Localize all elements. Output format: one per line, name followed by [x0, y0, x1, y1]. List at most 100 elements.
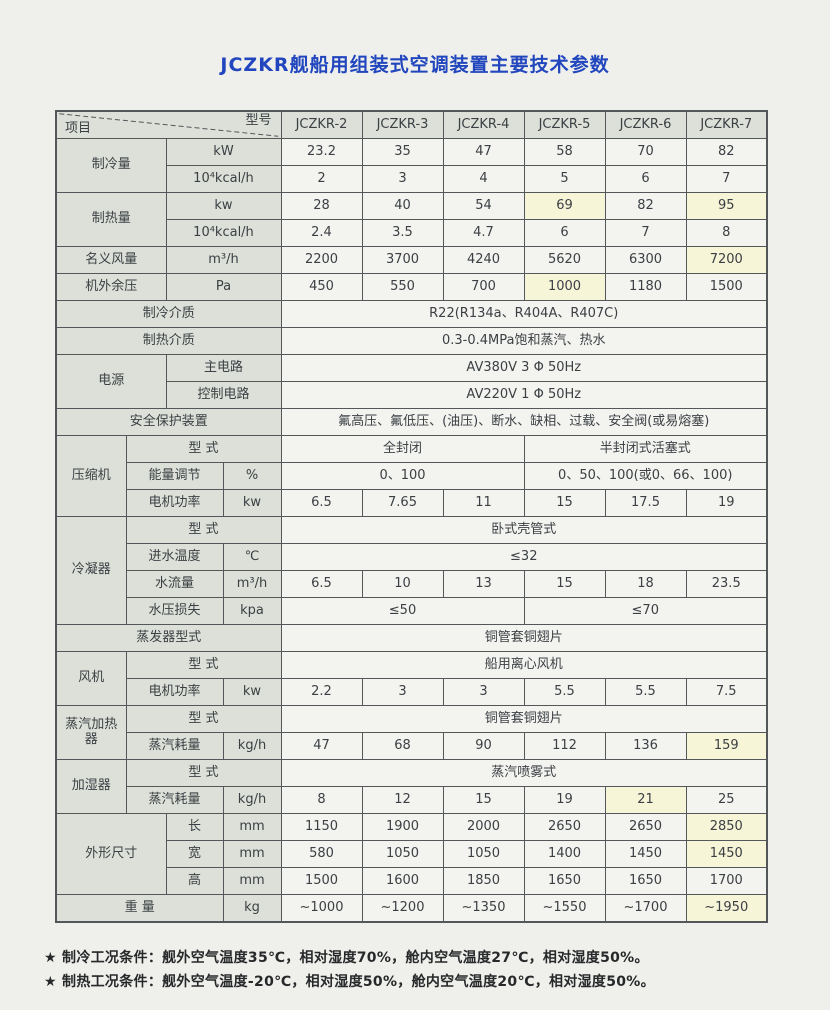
row-label-cell: 10⁴kcal/h — [165, 165, 282, 193]
value-cell: 4.7 — [442, 219, 525, 247]
row-label-cell: 电机功率 — [125, 678, 224, 706]
value-cell: 15 — [523, 570, 606, 598]
value-cell: 15 — [523, 489, 606, 517]
value-cell: 1450 — [685, 840, 768, 868]
table-row: 高 mm 1500 1600 1850 1650 1650 1700 — [56, 867, 768, 895]
table-row: 加湿器型 式蒸汽喷雾式 — [55, 759, 768, 814]
table-row: 冷凝器型 式卧式壳管式 — [55, 516, 768, 625]
value-cell: 7200 — [685, 246, 768, 274]
value-cell: 17.5 — [604, 489, 687, 517]
value-cell: ~1000 — [280, 894, 363, 923]
diagonal-divider-line — [57, 112, 281, 138]
table-row: 宽 mm 580 1050 1050 1400 1450 1450 — [56, 840, 768, 868]
value-cell: 1180 — [604, 273, 687, 301]
value-cell: 11 — [442, 489, 525, 517]
row-label-cell: 制热量 — [55, 192, 167, 247]
page-title: JCZKR舰船用组装式空调装置主要技术参数 — [220, 54, 610, 76]
row-label-cell: 压缩机 — [55, 435, 127, 517]
row-label-cell: 10⁴kcal/h — [165, 219, 282, 247]
table-row: 风机型 式船用离心风机 — [55, 651, 768, 706]
value-cell: 19 — [523, 786, 606, 814]
table-row: 名义风量 m³/h 2200 3700 4240 5620 6300 7200 — [55, 246, 768, 274]
value-cell: 1500 — [280, 867, 363, 895]
row-label-cell: m³/h — [165, 246, 282, 274]
row-label-cell: kw — [165, 192, 282, 220]
value-cell: 氟高压、氟低压、(油压)、断水、缺相、过载、安全阀(或易熔塞) — [280, 408, 768, 436]
value-cell: 2200 — [280, 246, 363, 274]
value-cell: 卧式壳管式 — [280, 516, 768, 544]
model-header: JCZKR-2 — [280, 110, 363, 139]
value-cell: 159 — [685, 732, 768, 760]
value-cell: 5 — [523, 165, 606, 193]
row-label-cell: 电机功率 — [125, 489, 224, 517]
value-cell: 6.5 — [280, 570, 363, 598]
model-header: JCZKR-3 — [361, 110, 444, 139]
value-cell: 船用离心风机 — [280, 651, 768, 679]
row-label-cell: m³/h — [222, 570, 282, 598]
value-cell: AV380V 3 Φ 50Hz — [280, 354, 768, 382]
row-label-cell: 进水温度 — [125, 543, 224, 571]
value-cell: 47 — [442, 138, 525, 166]
value-cell: 58 — [523, 138, 606, 166]
table-row: 外形尺寸长 mm 1150 1900 2000 2650 2650 2850 — [55, 813, 768, 895]
footnotes: ★ 制冷工况条件：舰外空气温度35℃，相对湿度70%，舱内空气温度27℃，相对湿… — [44, 946, 804, 994]
table-row: 蒸汽加热器型 式铜管套铜翅片 — [55, 705, 768, 760]
value-cell: 1000 — [523, 273, 606, 301]
row-label-cell: 控制电路 — [165, 381, 282, 409]
value-cell: 1050 — [442, 840, 525, 868]
value-cell: ~1950 — [685, 894, 768, 923]
value-cell: 23.2 — [280, 138, 363, 166]
table-header-row: 型号 项目 JCZKR-2 JCZKR-3 JCZKR-4 JCZKR-5 JC… — [55, 110, 768, 139]
value-cell: 2 — [280, 165, 363, 193]
row-label-cell: 主电路 — [165, 354, 282, 382]
table-row: 制热量 kw 28 40 54 69 82 95 — [55, 192, 768, 247]
value-cell: 25 — [685, 786, 768, 814]
corner-item-label: 项目 — [65, 120, 92, 136]
model-header: JCZKR-4 — [442, 110, 525, 139]
value-cell: 全封闭 — [280, 435, 525, 463]
value-cell: ~1700 — [604, 894, 687, 923]
table-row: 压缩机型 式全封闭 半封闭式活塞式 — [55, 435, 768, 517]
row-label-cell: 宽 — [165, 840, 224, 868]
value-cell: 3 — [361, 165, 444, 193]
row-label-cell: ℃ — [222, 543, 282, 571]
value-cell: 112 — [523, 732, 606, 760]
value-cell: 580 — [280, 840, 363, 868]
row-label-cell: Pa — [165, 273, 282, 301]
row-label-cell: 名义风量 — [55, 246, 167, 274]
value-cell: 0.3-0.4MPa饱和蒸汽、热水 — [280, 327, 768, 355]
value-cell: 550 — [361, 273, 444, 301]
value-cell: 1650 — [604, 867, 687, 895]
value-cell: ~1350 — [442, 894, 525, 923]
value-cell: 6 — [604, 165, 687, 193]
row-label-cell: 蒸发器型式 — [55, 624, 282, 652]
value-cell: 7 — [685, 165, 768, 193]
row-label-cell: kw — [222, 489, 282, 517]
table-row: 电机功率 kw 2.2 3 3 5.5 5.5 7.5 — [56, 678, 768, 706]
row-label-cell: kpa — [222, 597, 282, 625]
value-cell: 68 — [361, 732, 444, 760]
value-cell: 5.5 — [523, 678, 606, 706]
value-cell: 82 — [685, 138, 768, 166]
value-cell: 10 — [361, 570, 444, 598]
table-row: 水压损失 kpa ≤50 ≤70 — [56, 597, 768, 625]
value-cell: 40 — [361, 192, 444, 220]
row-label-cell: 型 式 — [125, 705, 282, 733]
value-cell: 2850 — [685, 813, 768, 841]
table-row: 蒸汽耗量 kg/h 8 12 15 19 21 25 — [56, 786, 768, 814]
value-cell: 1150 — [280, 813, 363, 841]
row-label-cell: kg/h — [222, 786, 282, 814]
table-row: 控制电路 AV220V 1 Φ 50Hz — [56, 381, 768, 409]
value-cell: 1650 — [523, 867, 606, 895]
table-row: 蒸发器型式 铜管套铜翅片 — [55, 624, 768, 652]
row-label-cell: 蒸汽加热器 — [55, 705, 127, 760]
value-cell: 8 — [280, 786, 363, 814]
value-cell: 13 — [442, 570, 525, 598]
table-row: 电源 主电路 AV380V 3 Φ 50Hz — [55, 354, 768, 409]
row-label-cell: 型 式 — [125, 651, 282, 679]
value-cell: 2.4 — [280, 219, 363, 247]
value-cell: 2.2 — [280, 678, 363, 706]
value-cell: 4240 — [442, 246, 525, 274]
table-row: 电机功率 kw 6.5 7.65 11 15 17.5 19 — [56, 489, 768, 517]
